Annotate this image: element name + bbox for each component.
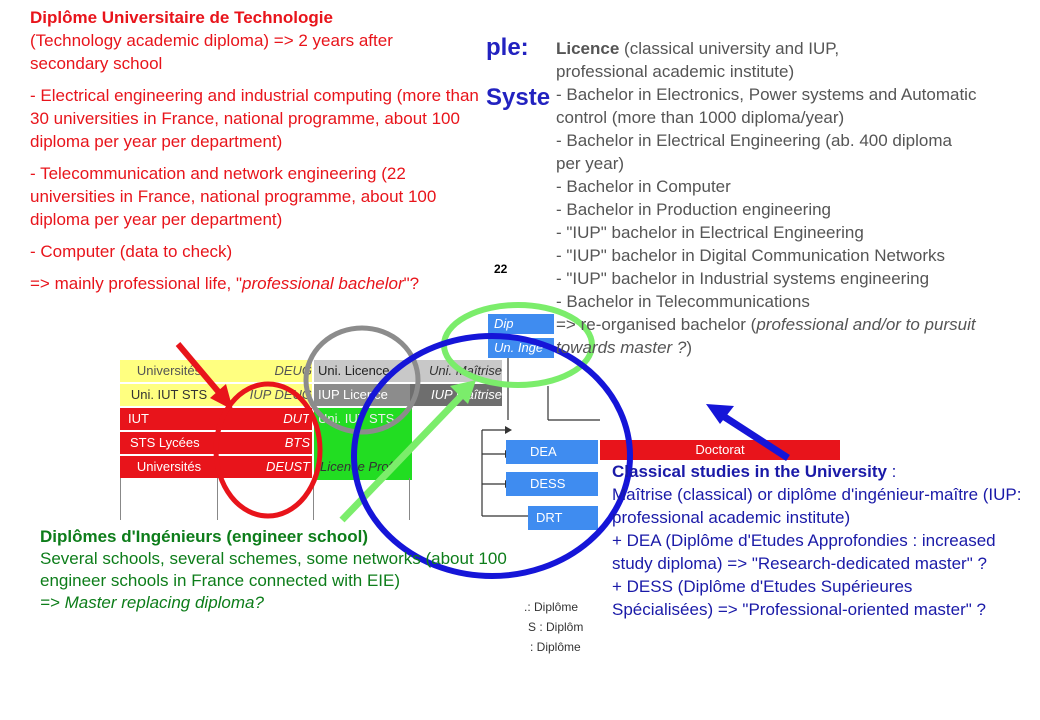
grid-cell: IUT: [120, 408, 226, 430]
classical-callout-title: Classical studies in the University: [612, 462, 887, 481]
footnote-line: : Diplôme: [530, 640, 581, 654]
dea-box: DEA: [506, 440, 598, 464]
licence-callout-item: - "IUP" bachelor in Digital Communicatio…: [556, 246, 946, 265]
grid-cell: Universités: [120, 456, 218, 478]
grid-line: [120, 478, 121, 520]
dut-callout-conclusion-text: => mainly professional life, ": [30, 274, 243, 293]
dut-callout-item: - Computer (data to check): [30, 242, 233, 261]
grid-cell: STS Lycées: [120, 432, 228, 454]
grid-cell: DEUG: [218, 360, 312, 382]
engineer-callout: Diplômes d'Ingénieurs (engineer school) …: [40, 526, 510, 614]
slide-title-fragment: ple:: [486, 34, 529, 61]
licence-callout-item: - Bachelor in Production engineering: [556, 200, 832, 219]
engineer-callout-title: Diplômes d'Ingénieurs (engineer school): [40, 527, 369, 546]
licence-callout-item: - "IUP" bachelor in Industrial systems e…: [556, 269, 930, 288]
engineer-callout-conclusion: => Master replacing diploma?: [40, 593, 264, 612]
dut-callout-conclusion-italic: professional bachelor: [242, 274, 404, 293]
licence-callout-item: - Bachelor in Computer: [556, 177, 731, 196]
licence-callout-title: Licence: [556, 39, 620, 58]
page-number: 22: [494, 262, 508, 276]
classical-callout-item: + DEA (Diplôme d'Etudes Approfondies : i…: [612, 531, 996, 573]
licence-callout-conclusion-text: ): [686, 338, 693, 357]
classical-callout-title-suffix: :: [886, 462, 897, 481]
dut-callout-item: - Electrical engineering and industrial …: [30, 86, 479, 151]
licence-callout-conclusion-text: => re-organised bachelor (: [556, 315, 757, 334]
licence-callout-item: - Bachelor in Electronics, Power systems…: [556, 85, 977, 127]
dess-box: DESS: [506, 472, 598, 496]
dut-callout-subtitle: (Technology academic diploma) => 2 years…: [30, 31, 393, 73]
licence-callout-item: - Bachelor in Electrical Engineering (ab…: [556, 131, 952, 173]
dut-callout-title: Diplôme Universitaire de Technologie: [30, 8, 333, 27]
licence-callout-intro: (classical university and IUP, professio…: [556, 39, 840, 81]
dut-callout: Diplôme Universitaire de Technologie (Te…: [30, 6, 490, 295]
classical-callout-item: + DESS (Diplôme d'Etudes Supérieures Spé…: [612, 577, 986, 619]
dut-callout-conclusion-text: "?: [403, 274, 420, 293]
drt-box: DRT: [528, 506, 598, 530]
licence-callout-item: - "IUP" bachelor in Electrical Engineeri…: [556, 223, 864, 242]
classical-callout-item: Maîtrise (classical) or diplôme d'ingéni…: [612, 485, 1022, 527]
licence-callout: Licence (classical university and IUP, p…: [556, 37, 1036, 359]
footnote-line: .: Diplôme: [524, 600, 579, 614]
footnote-line: S : Diplôm: [528, 620, 584, 634]
licence-callout-item: - Bachelor in Telecommunications: [556, 292, 810, 311]
classical-callout: Classical studies in the University : Ma…: [612, 460, 1022, 621]
dut-callout-conclusion: => mainly professional life, "profession…: [30, 272, 430, 295]
classical-callout-background: [600, 460, 1020, 700]
slide-title-fragment: Syste: [486, 84, 551, 111]
doctorat-box: Doctorat: [600, 440, 840, 460]
engineer-callout-body: Several schools, several schemes, some n…: [40, 549, 507, 590]
licence-callout-conclusion: => re-organised bachelor (professional a…: [556, 313, 1026, 359]
licence-callout-conclusion-italic: professional and/or to pursuit towards m…: [556, 315, 976, 357]
dut-callout-item: - Telecommunication and network engineer…: [30, 164, 437, 229]
